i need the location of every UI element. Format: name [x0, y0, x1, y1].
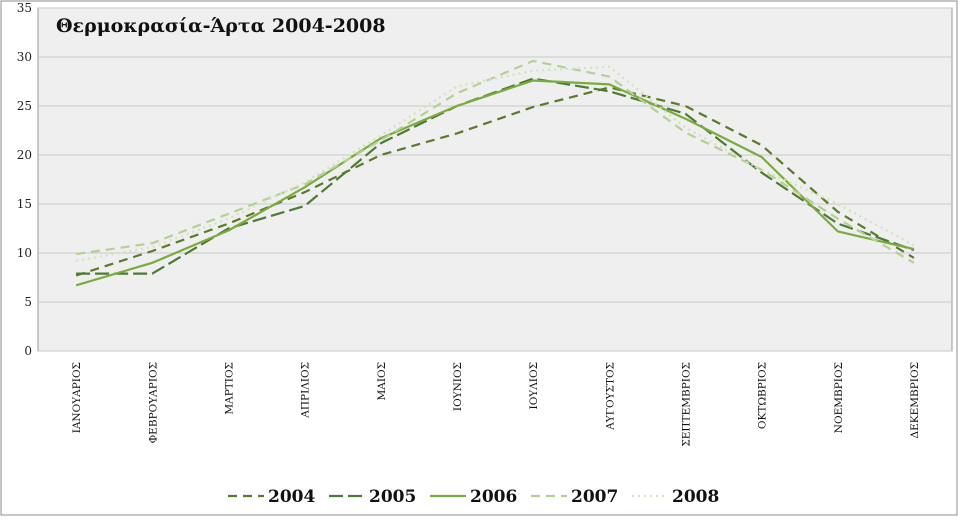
y-tick-label: 5: [24, 295, 32, 309]
x-tick-label: ΙΟΥΛΙΟΣ: [528, 362, 540, 409]
y-tick-label: 30: [17, 50, 32, 64]
x-tick-label: ΦΕΒΡΟΥΑΡΙΟΣ: [147, 362, 159, 443]
x-tick-label: ΜΑΡΤΙΟΣ: [223, 362, 235, 415]
x-tick-label: ΙΟΥΝΙΟΣ: [452, 362, 464, 411]
y-tick-label: 35: [17, 1, 32, 15]
legend-label-2005: 2005: [369, 487, 416, 507]
y-tick-label: 0: [24, 344, 32, 358]
chart-title: Θερμοκρασία-Άρτα 2004-2008: [56, 15, 386, 37]
plot-area: [38, 8, 952, 351]
legend-label-2006: 2006: [470, 487, 517, 507]
y-tick-label: 15: [17, 197, 32, 211]
legend-label-2007: 2007: [571, 487, 618, 507]
x-tick-label: ΑΠΡΙΛΙΟΣ: [300, 362, 312, 419]
x-tick-label: ΙΑΝΟΥΑΡΙΟΣ: [71, 362, 83, 433]
x-tick-label: ΜΑΙΟΣ: [376, 362, 388, 401]
x-tick-label: ΣΕΠΤΕΜΒΡΙΟΣ: [680, 362, 692, 447]
x-tick-label: ΝΟΕΜΒΡΙΟΣ: [833, 362, 845, 433]
x-tick-label: ΔΕΚΕΜΒΡΙΟΣ: [909, 362, 921, 438]
y-tick-label: 20: [17, 148, 32, 162]
legend-label-2004: 2004: [268, 487, 315, 507]
y-tick-label: 25: [17, 99, 32, 113]
legend-label-2008: 2008: [672, 487, 719, 507]
x-tick-label: ΟΚΤΩΒΡΙΟΣ: [757, 362, 769, 429]
x-tick-label: ΑΥΓΟΥΣΤΟΣ: [604, 362, 616, 431]
y-tick-label: 10: [17, 246, 32, 260]
